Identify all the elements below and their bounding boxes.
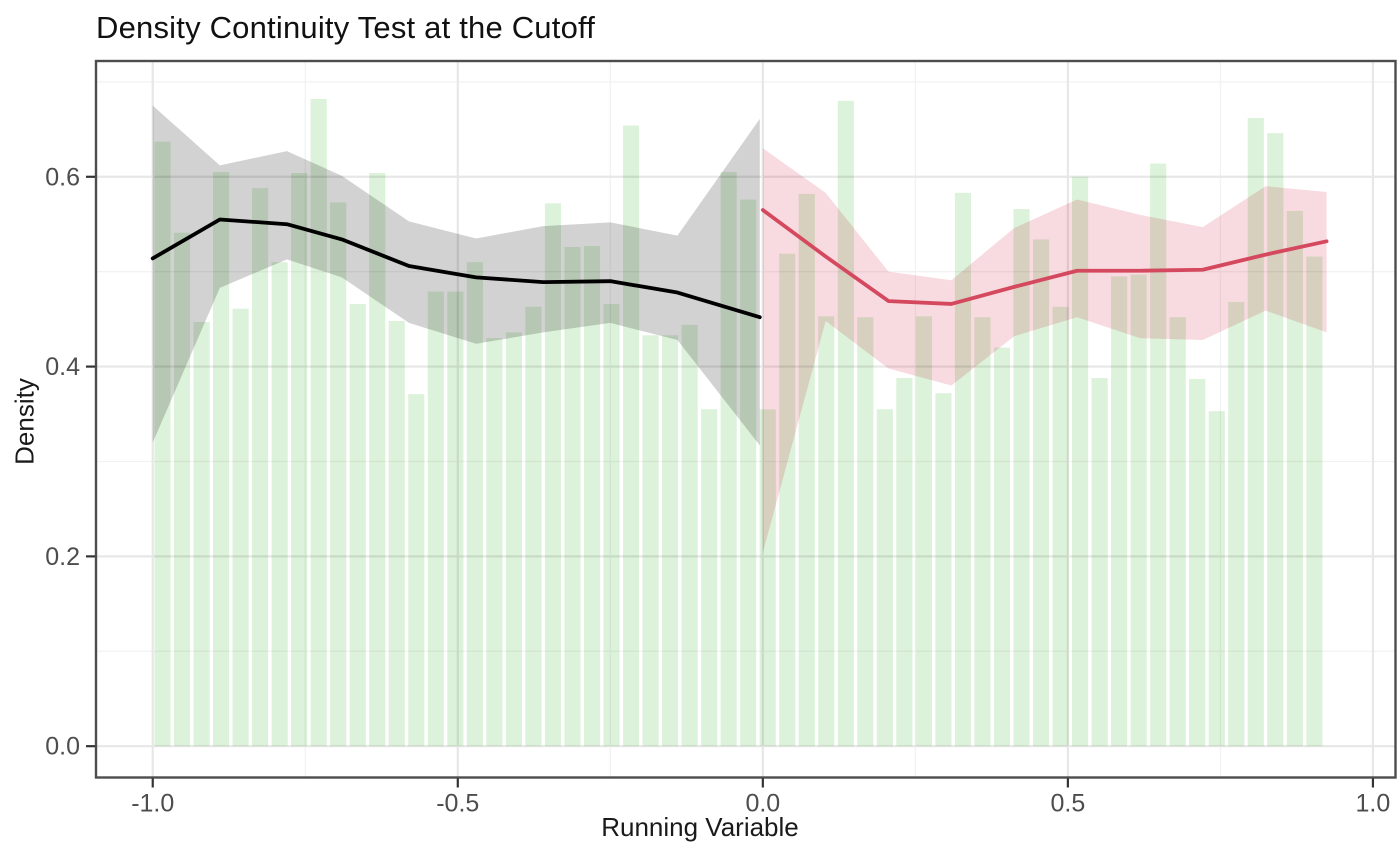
histogram-bar (701, 409, 718, 747)
histogram-bar (1169, 317, 1186, 747)
histogram-bar (622, 125, 640, 747)
histogram-bar (896, 377, 913, 747)
y-tick-label: 0.2 (45, 543, 80, 571)
histogram-bar (447, 291, 464, 747)
histogram-bar (974, 317, 991, 747)
histogram-bar (369, 172, 386, 747)
histogram-bar (544, 203, 562, 747)
histogram-bar (330, 202, 347, 747)
x-tick-label: 0.0 (745, 790, 780, 818)
x-tick-label: -0.5 (436, 790, 479, 818)
left-fit-line (150, 217, 762, 320)
histogram-bar (915, 316, 932, 747)
histogram-bar (1111, 276, 1128, 747)
histogram-bar (505, 332, 522, 747)
histogram-bar (252, 188, 269, 747)
histogram-bar (388, 321, 405, 747)
x-tick-label: 1.0 (1356, 790, 1391, 818)
histogram-bar (662, 335, 679, 747)
histogram-bar (1013, 209, 1030, 747)
x-tick-label: -1.0 (131, 790, 174, 818)
histogram-bar (993, 347, 1011, 747)
histogram-bar (427, 291, 444, 747)
histogram-bar (1208, 411, 1225, 747)
histogram-bar (818, 316, 835, 747)
histogram-bar (603, 303, 620, 747)
histogram-bar (1032, 239, 1050, 747)
histogram-bar (525, 306, 542, 747)
x-tick-label: 0.5 (1050, 790, 1085, 818)
histogram-bar (1091, 377, 1108, 747)
x-axis-title: Running Variable (601, 812, 799, 842)
right-fit-line (760, 208, 1329, 306)
y-axis-title: Density (9, 378, 40, 465)
histogram-bar (486, 338, 503, 747)
histogram-bar (1130, 274, 1147, 747)
histogram-bar (681, 324, 698, 747)
chart-title: Density Continuity Test at the Cutoff (96, 10, 596, 45)
y-tick-label: 0.4 (45, 353, 80, 381)
histogram-bar (349, 303, 366, 747)
histogram-bar (642, 335, 659, 747)
histogram-bar (193, 321, 210, 747)
histogram-bar (1286, 210, 1303, 747)
histogram-bar (837, 100, 854, 747)
histogram-bar (935, 393, 952, 747)
histogram-bar (1228, 302, 1245, 747)
panel-border (94, 59, 1397, 779)
y-tick-label: 0.6 (45, 163, 80, 191)
histogram-bar (213, 172, 230, 747)
histogram-bar (408, 394, 425, 747)
histogram-bar (1189, 378, 1206, 747)
y-tick-label: 0.0 (45, 733, 80, 761)
histogram-bar (271, 262, 288, 747)
histogram-bar (1306, 256, 1323, 747)
histogram-bar (466, 262, 483, 747)
histogram-bar (876, 409, 893, 747)
histogram-bar (583, 246, 601, 747)
histogram-bar (857, 317, 874, 747)
histogram-bar (232, 308, 249, 747)
histogram-bar (291, 172, 308, 747)
histogram-bar (564, 247, 581, 747)
histogram-bar (1052, 306, 1069, 747)
right-confidence-band (762, 148, 1327, 553)
